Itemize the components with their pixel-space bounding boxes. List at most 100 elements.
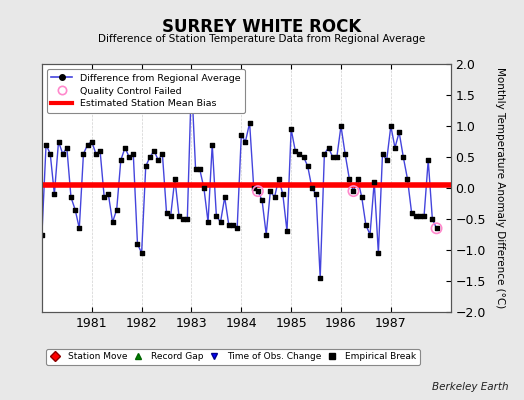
Point (129, 151, 137, 157)
Point (100, 194, 108, 200)
Point (204, 219, 212, 225)
Text: Berkeley Earth: Berkeley Earth (432, 382, 508, 392)
Point (125, 154, 133, 160)
Point (432, 225, 441, 232)
Point (353, 176, 362, 182)
Point (403, 176, 412, 182)
Legend: Station Move, Record Gap, Time of Obs. Change, Empirical Break: Station Move, Record Gap, Time of Obs. C… (47, 349, 420, 365)
Point (270, 194, 279, 200)
Point (341, 151, 350, 157)
Point (133, 241, 141, 247)
Point (241, 138, 249, 145)
Point (158, 151, 167, 157)
Point (428, 216, 436, 222)
Point (291, 148, 300, 154)
Point (303, 163, 312, 170)
Point (387, 123, 395, 129)
Point (137, 250, 146, 256)
Point (399, 154, 408, 160)
Point (221, 194, 229, 200)
Point (345, 176, 354, 182)
Point (216, 219, 225, 225)
Point (117, 157, 125, 163)
Point (195, 166, 204, 173)
Point (395, 129, 403, 135)
Point (104, 191, 113, 197)
Point (249, 185, 258, 191)
Point (50, 191, 59, 197)
Point (333, 154, 341, 160)
Point (79, 151, 88, 157)
Point (200, 185, 208, 191)
Point (262, 231, 270, 238)
Point (391, 144, 399, 151)
Point (245, 120, 254, 126)
Point (424, 157, 432, 163)
Point (179, 216, 187, 222)
Point (312, 191, 320, 197)
Point (171, 176, 179, 182)
Point (183, 216, 191, 222)
Point (254, 188, 262, 194)
Point (154, 157, 162, 163)
Point (63, 144, 71, 151)
Point (167, 213, 175, 219)
Point (337, 123, 345, 129)
Point (254, 188, 262, 194)
Y-axis label: Monthly Temperature Anomaly Difference (°C): Monthly Temperature Anomaly Difference (… (496, 67, 506, 309)
Point (38, 231, 46, 238)
Point (75, 225, 83, 232)
Point (67, 194, 75, 200)
Point (362, 222, 370, 228)
Point (237, 132, 245, 138)
Point (350, 188, 358, 194)
Point (150, 148, 158, 154)
Point (146, 154, 154, 160)
Point (229, 222, 237, 228)
Point (233, 225, 242, 232)
Point (46, 151, 54, 157)
Point (42, 141, 50, 148)
Point (370, 178, 378, 185)
Point (108, 219, 117, 225)
Point (225, 222, 233, 228)
Point (416, 213, 424, 219)
Point (320, 151, 329, 157)
Point (266, 188, 275, 194)
Text: Difference of Station Temperature Data from Regional Average: Difference of Station Temperature Data f… (99, 34, 425, 44)
Point (83, 141, 92, 148)
Point (258, 197, 266, 204)
Point (208, 141, 216, 148)
Point (316, 275, 324, 281)
Point (432, 225, 441, 232)
Point (92, 151, 100, 157)
Point (408, 210, 416, 216)
Point (383, 157, 391, 163)
Text: SURREY WHITE ROCK: SURREY WHITE ROCK (162, 18, 362, 36)
Point (187, 76, 195, 83)
Point (324, 144, 333, 151)
Point (279, 191, 287, 197)
Point (299, 154, 308, 160)
Point (121, 144, 129, 151)
Point (295, 151, 303, 157)
Point (350, 188, 358, 194)
Point (357, 194, 366, 200)
Point (88, 138, 96, 145)
Point (366, 231, 374, 238)
Point (378, 151, 387, 157)
Point (275, 176, 283, 182)
Point (71, 206, 79, 213)
Point (54, 138, 63, 145)
Point (374, 250, 383, 256)
Point (59, 151, 67, 157)
Point (212, 213, 221, 219)
Point (141, 163, 150, 170)
Point (162, 210, 171, 216)
Point (175, 213, 183, 219)
Point (283, 228, 291, 234)
Point (411, 213, 420, 219)
Point (287, 126, 296, 132)
Point (96, 148, 104, 154)
Point (191, 166, 200, 173)
